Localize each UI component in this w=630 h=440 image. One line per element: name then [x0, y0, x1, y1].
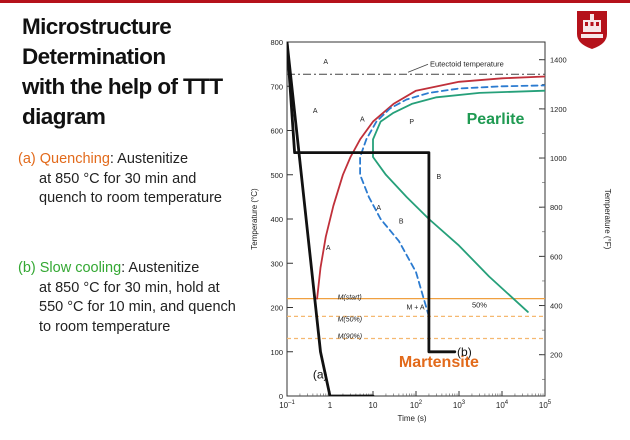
top-accent-bar [0, 0, 630, 3]
chart-annotation: A [313, 108, 318, 115]
y-tick-label: 0 [279, 392, 283, 401]
quenching-first-text: Austenitize [113, 151, 189, 167]
slow-cooling-first-text: Austenitize [125, 260, 200, 276]
chart-annotation: A [326, 245, 331, 252]
chart-annotation: A [360, 117, 365, 124]
y2-tick-label: 200 [550, 351, 563, 360]
chart-annotation: M(start) [338, 295, 362, 302]
transformation-curve [316, 75, 545, 300]
slow-cooling-colon: : [121, 260, 126, 276]
x-axis-label: Time (s) [397, 414, 426, 423]
slow-cooling-first-line: (b) Slow cooling: Austenitize [18, 259, 240, 279]
slide-title: Microstructure Determination with the he… [22, 12, 262, 132]
chart-annotation: B [399, 218, 404, 225]
x-tick-label: 104 [496, 400, 509, 410]
title-line-4: diagram [22, 104, 106, 129]
y2-tick-label: 800 [550, 203, 563, 212]
y-tick-label: 600 [270, 127, 283, 136]
chart-annotation: B [437, 174, 442, 181]
y2-tick-label: 1200 [550, 105, 567, 114]
slow-cooling-paragraph: (b) Slow cooling: Austenitize at 850 °C … [18, 259, 240, 337]
y-tick-label: 300 [270, 259, 283, 268]
x-tick-label: 102 [410, 400, 423, 410]
title-line-2: Determination [22, 44, 166, 69]
y-tick-label: 100 [270, 348, 283, 357]
eutectoid-label: Eutectoid temperature [430, 59, 504, 68]
y-tick-label: 200 [270, 304, 283, 313]
x-tick-label: 103 [453, 400, 466, 410]
chart-annotation: 50% [472, 301, 487, 310]
quenching-first-line: (a) Quenching: Austenitize [18, 150, 240, 170]
chart-annotation: M(50%) [338, 317, 363, 324]
plot-frame [286, 41, 546, 397]
x-tick-label: 105 [539, 400, 552, 410]
chart-annotation: A [323, 59, 328, 66]
title-line-1: Microstructure [22, 14, 172, 39]
university-logo [576, 10, 608, 50]
chart-annotation: M(90%) [338, 333, 363, 340]
y2-tick-label: 400 [550, 302, 563, 311]
quenching-text: at 850 °C for 30 min and quench to room … [39, 170, 222, 207]
y2-axis-label: Temperature (°F) [603, 189, 612, 250]
y2-tick-label: 1400 [550, 56, 567, 65]
chart-annotation: (b) [457, 345, 472, 359]
y2-tick-label: 600 [550, 252, 563, 261]
chart-annotation: Pearlite [467, 111, 525, 128]
quenching-label: (a) Quenching [18, 151, 110, 167]
y2-tick-label: 1000 [550, 154, 567, 163]
y-tick-label: 800 [270, 38, 283, 47]
eutectoid-pointer [407, 63, 429, 73]
cooling-path [287, 42, 457, 354]
y-axis-label: Temperature (°C) [250, 188, 259, 250]
title-line-3: with the help of TTT [22, 74, 223, 99]
transformation-curve [359, 84, 545, 318]
x-tick-label: 10 [369, 401, 378, 410]
transformation-curve [372, 89, 545, 313]
chart-annotation: P [409, 119, 414, 126]
quenching-paragraph: (a) Quenching: Austenitize at 850 °C for… [18, 150, 240, 209]
slow-cooling-label: (b) Slow cooling [18, 260, 122, 276]
chart-annotation: Martensite [399, 354, 479, 371]
y-tick-label: 700 [270, 82, 283, 91]
cooling-path [287, 42, 375, 396]
chart-annotation: M + A [406, 305, 424, 312]
quenching-colon: : [109, 151, 114, 167]
y-tick-label: 500 [270, 171, 283, 180]
chart-annotation: A [376, 205, 381, 212]
slow-cooling-text: at 850 °C for 30 min, hold at 550 °C for… [39, 279, 236, 335]
y-tick-label: 400 [270, 215, 283, 224]
x-tick-label: 1 [328, 401, 333, 410]
chart-annotation: (a) [313, 367, 328, 381]
x-tick-label: 10–1 [279, 400, 295, 410]
